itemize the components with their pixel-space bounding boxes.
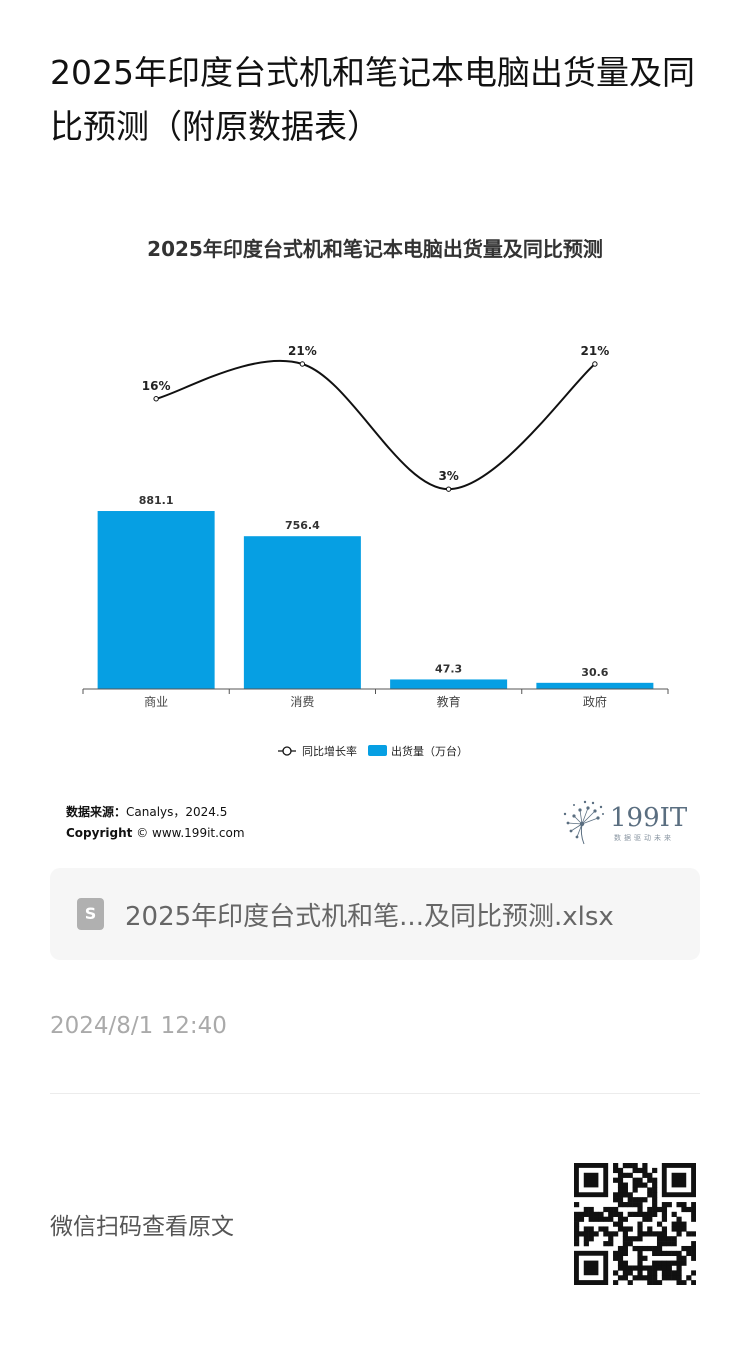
x-tick-label: 教育 [437,694,461,709]
axis-layer: 商业 消费 教育 政府 [82,688,669,709]
bars-layer: 881.1 756.4 47.3 30.6 [97,494,654,689]
qr-code-icon[interactable] [574,1163,696,1285]
chart: 2025年印度台式机和笔记本电脑出货量及同比预测 881.1 756.4 47.3 3… [50,215,700,855]
chart-svg: 2025年印度台式机和笔记本电脑出货量及同比预测 881.1 756.4 47.3 3… [82,237,669,758]
line-value-label: 21% [581,344,610,358]
bar-value-label: 47.3 [435,662,462,675]
data-source: 数据来源：Canalys，2024.5 Copyright © www.199i… [66,802,245,844]
line-value-label: 21% [288,344,317,358]
legend: 同比增长率 出货量（万台） [278,744,468,758]
bar-value-label: 756.4 [285,519,320,532]
legend-label-growth-rate: 同比增长率 [302,744,357,758]
line-value-label: 16% [142,379,171,393]
bar [243,536,361,689]
dandelion-icon [563,800,604,845]
legend-label-shipments: 出货量（万台） [391,744,468,758]
bar-value-label: 881.1 [139,494,174,507]
line-value-label: 3% [438,469,458,483]
bar [536,682,654,689]
x-tick-label: 消费 [290,695,314,709]
copyright-label: Copyright [66,826,133,840]
attachment-filename: 2025年印度台式机和笔...及同比预测.xlsx [125,901,614,932]
legend-item-shipments: 出货量（万台） [368,744,468,758]
copyright-text: © www.199it.com [136,826,245,840]
legend-line-marker [282,746,292,756]
line-point [299,361,306,367]
x-tick-label: 政府 [583,694,607,709]
x-tick-label: 商业 [144,694,168,709]
line-point [445,486,452,492]
line-point [592,361,598,367]
brand-logo-svg: 199IT 数据驱动未来 [563,800,688,845]
growth-rate-line [155,359,596,491]
legend-item-growth-rate: 同比增长率 [278,744,357,758]
wechat-scan-text: 微信扫码查看原文 [50,1214,234,1240]
spreadsheet-file-icon [77,898,104,930]
bar [390,679,508,689]
source-label: 数据来源： [66,805,127,819]
brand-name: 199IT [610,803,688,833]
legend-bar-swatch [368,745,387,756]
bar [97,511,215,689]
line-point [153,396,159,402]
article-title: 2025年印度台式机和笔记本电脑出货量及同比预测（附原数据表） [50,53,695,146]
brand-tagline: 数据驱动未来 [614,833,674,842]
line-layer: 16% 21% 3% 21% [142,344,610,492]
chart-title: 2025年印度台式机和笔记本电脑出货量及同比预测 [147,237,603,261]
source-text: Canalys，2024.5 [126,805,228,819]
brand-logo: 199IT 数据驱动未来 [560,796,700,846]
attachment-card[interactable]: 2025年印度台式机和笔...及同比预测.xlsx [50,868,700,960]
bar-value-label: 30.6 [581,666,608,679]
publish-date: 2024/8/1 12:40 [50,1013,227,1039]
divider [50,1093,700,1094]
